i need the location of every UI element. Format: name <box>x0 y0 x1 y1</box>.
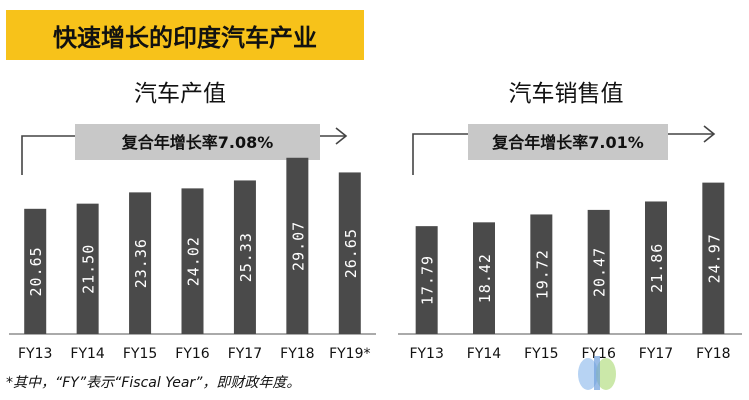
x-tick-label: FY18 <box>280 346 314 362</box>
bar-value-label: 23.36 <box>132 238 150 288</box>
bar <box>286 157 309 334</box>
page-title: 快速增长的印度汽车产业 <box>6 10 364 60</box>
chart-1-title: 汽车产值 <box>134 81 226 107</box>
bar <box>181 188 204 334</box>
cagr-label: 复合年增长率7.08% <box>121 133 274 152</box>
bar <box>129 192 152 334</box>
bar-value-label: 19.72 <box>533 249 551 299</box>
chart-2: 复合年增长率7.01% 17.79 FY13 18.42 FY14 19.72 FY15 20… <box>398 124 742 362</box>
bar <box>645 201 667 334</box>
chart-2-title: 汽车销售值 <box>508 81 624 107</box>
chart-1: 复合年增长率7.08% 20.65 FY13 21.50 FY14 23.36 FY15 24… <box>9 124 376 362</box>
bar <box>233 180 256 334</box>
x-tick-label: FY14 <box>467 346 502 362</box>
x-tick-label: FY15 <box>524 346 558 362</box>
x-tick-label: FY13 <box>18 346 52 362</box>
x-tick-label: FY14 <box>70 346 105 362</box>
x-tick-label: FY19* <box>329 346 370 362</box>
watermark-logo-icon <box>578 356 616 390</box>
bar <box>587 209 610 334</box>
bar-value-label: 21.50 <box>80 244 98 294</box>
x-tick-label: FY17 <box>228 346 262 362</box>
bar-value-label: 18.42 <box>476 253 494 303</box>
x-tick-label: FY16 <box>581 346 616 362</box>
cagr-box <box>75 124 320 160</box>
bar <box>415 226 438 334</box>
bar <box>76 203 99 334</box>
bar-value-label: 24.97 <box>705 233 723 283</box>
cagr-arrow-head-icon <box>703 125 716 143</box>
cagr-arrow-head-icon <box>335 127 348 145</box>
bar-value-label: 20.47 <box>591 247 609 297</box>
footnote: *其中，“FY”表示“Fiscal Year”，即财政年度。 <box>6 375 301 391</box>
x-tick-label: FY15 <box>123 346 157 362</box>
bar-value-label: 25.33 <box>237 232 255 282</box>
x-tick-label: FY16 <box>175 346 210 362</box>
bar-value-label: 24.02 <box>185 236 203 286</box>
x-tick-label: FY17 <box>639 346 673 362</box>
bar-value-label: 17.79 <box>419 255 437 305</box>
cagr-label: 复合年增长率7.01% <box>491 133 644 152</box>
bar-value-label: 20.65 <box>27 246 45 296</box>
x-tick-label: FY13 <box>409 346 443 362</box>
bar-value-label: 29.07 <box>289 221 307 271</box>
bar-value-label: 21.86 <box>648 243 666 293</box>
bar-value-label: 26.65 <box>342 228 360 278</box>
bar <box>24 208 47 334</box>
cagr-box <box>468 124 668 160</box>
x-tick-label: FY18 <box>696 346 730 362</box>
bar <box>530 214 553 334</box>
bar <box>702 182 725 334</box>
bar <box>473 222 495 334</box>
bar <box>338 172 361 334</box>
